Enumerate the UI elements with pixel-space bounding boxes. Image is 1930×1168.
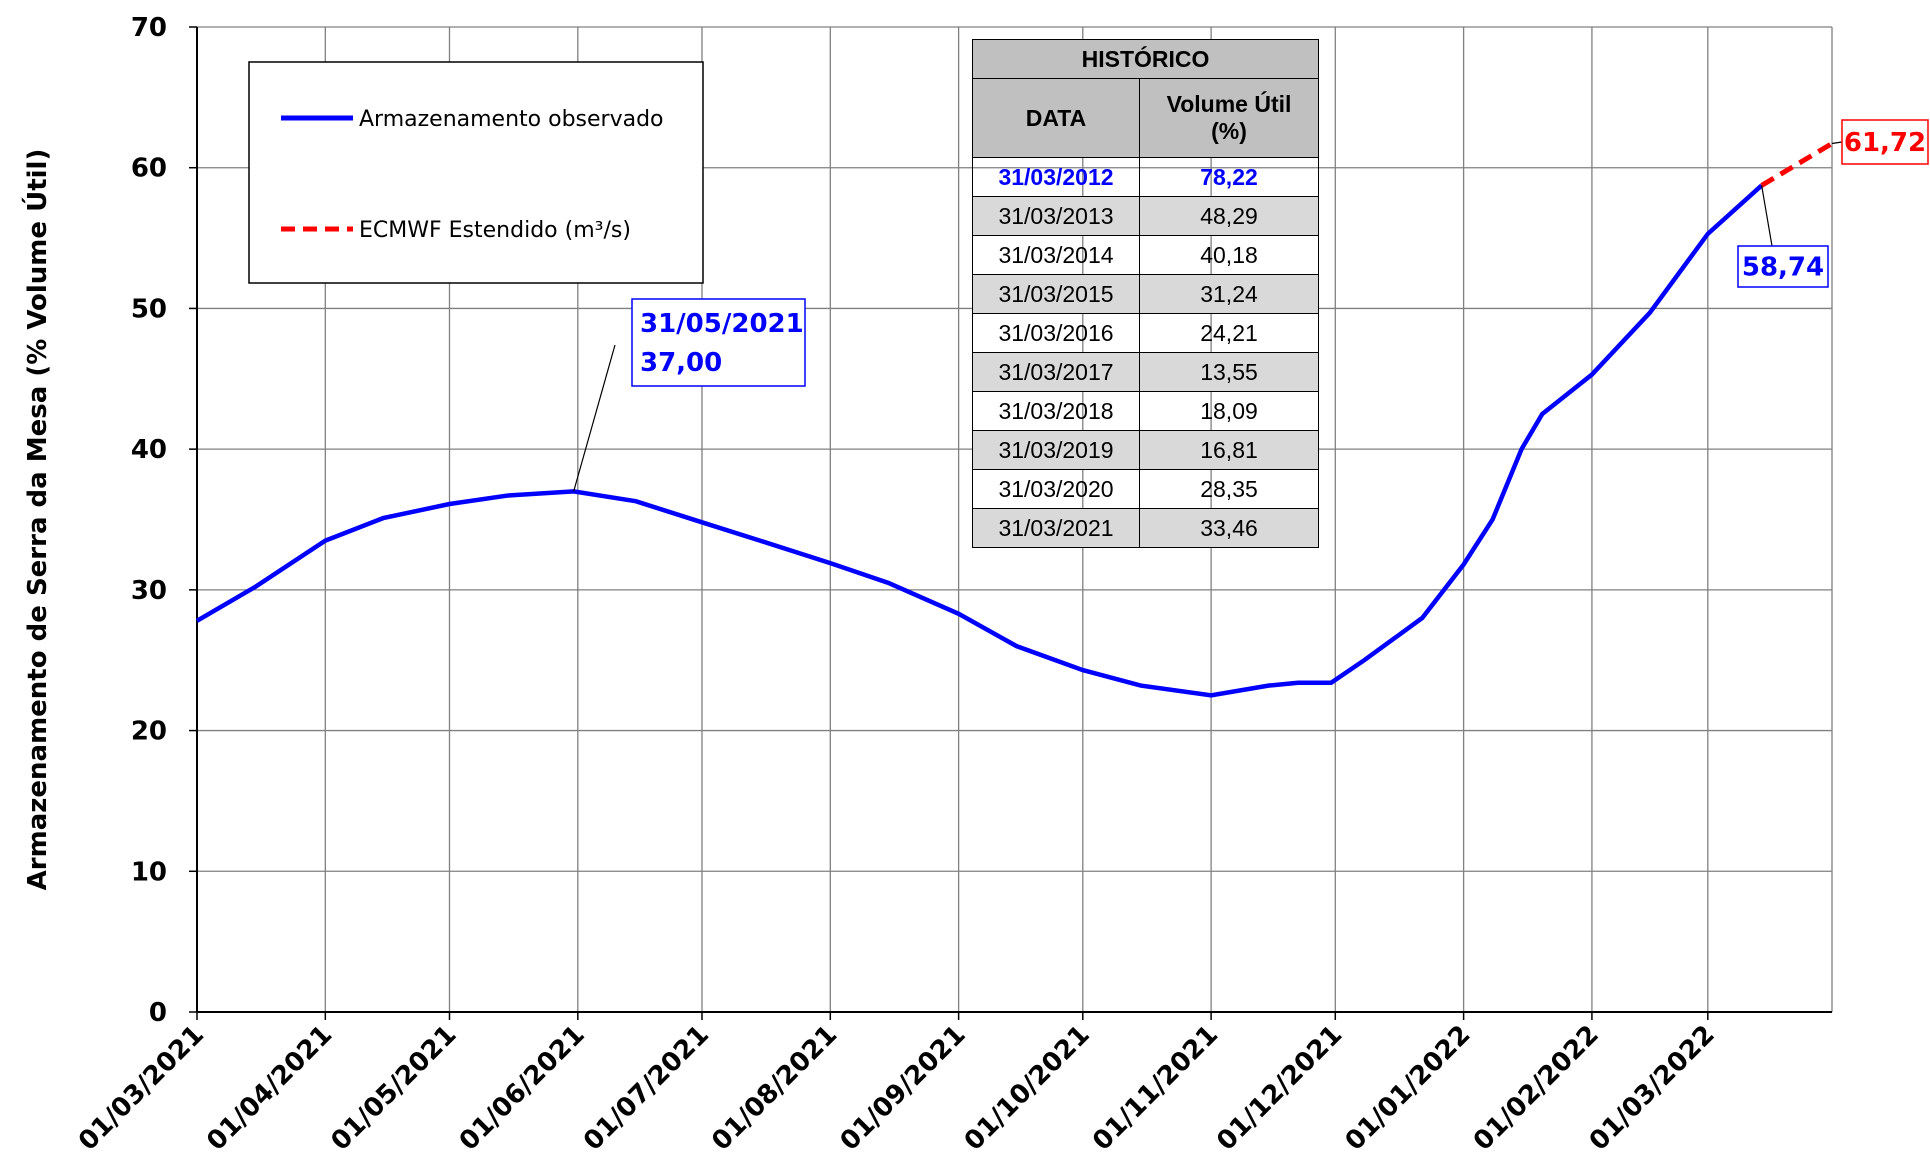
x-tick-label: 01/05/2021 — [325, 1020, 462, 1157]
leader-line — [1761, 185, 1773, 247]
table-cell: 13,55 — [1139, 352, 1319, 392]
y-tick-label: 20 — [131, 717, 167, 747]
x-tick-label: 01/10/2021 — [959, 1020, 1096, 1157]
table-row: 31/03/2017 13,55 — [972, 352, 1319, 392]
column-header: DATA — [972, 78, 1140, 158]
table-row: 31/03/2021 33,46 — [972, 508, 1319, 548]
x-tick-label: 01/08/2021 — [706, 1020, 843, 1157]
table-row: 31/03/2015 31,24 — [972, 274, 1319, 314]
x-tick-label: 01/11/2021 — [1087, 1020, 1224, 1157]
label-box — [631, 298, 806, 387]
leader-line — [1831, 141, 1843, 145]
table-row: 31/03/2014 40,18 — [972, 235, 1319, 275]
y-tick-label: 30 — [131, 576, 167, 606]
table-cell: 16,81 — [1139, 430, 1319, 470]
table-cell: 31/03/2014 — [972, 235, 1140, 275]
x-tick-label: 01/09/2021 — [835, 1020, 972, 1157]
value-label: 37,00 — [640, 348, 722, 378]
table-row: DATA Volume Útil (%) — [972, 78, 1319, 158]
legend-label: Armazenamento observado — [359, 107, 664, 132]
table-row: 31/03/2012 78,22 — [972, 157, 1319, 197]
y-tick-label: 0 — [149, 998, 167, 1028]
line-series — [1760, 141, 1834, 188]
y-axis-label: Armazenamento de Serra da Mesa (% Volume… — [21, 149, 53, 891]
table-row: 31/03/2019 16,81 — [972, 430, 1319, 470]
y-tick-label: 60 — [131, 154, 167, 184]
legend-box — [248, 61, 704, 284]
y-tick-label: 10 — [131, 857, 167, 887]
x-tick-label: 01/04/2021 — [201, 1020, 338, 1157]
table-row: 31/03/2013 48,29 — [972, 196, 1319, 236]
table-cell: 40,18 — [1139, 235, 1319, 275]
label-box — [1737, 245, 1829, 288]
table-cell: 31/03/2020 — [972, 469, 1140, 509]
table-cell: 31/03/2012 — [972, 157, 1140, 197]
x-tick-label: 01/03/2021 — [73, 1020, 210, 1157]
y-tick-label: 50 — [131, 294, 167, 324]
y-tick-label: 70 — [131, 13, 167, 43]
x-tick-label: 01/01/2022 — [1340, 1020, 1477, 1157]
history-table: HISTÓRICO DATA Volume Útil (%) 31/03/2012 78… — [972, 39, 1319, 548]
table-row: 31/03/2018 18,09 — [972, 391, 1319, 431]
table-cell: 31/03/2021 — [972, 508, 1140, 548]
table-title: HISTÓRICO — [972, 39, 1319, 79]
table-cell: 33,46 — [1139, 508, 1319, 548]
table-cell: 31/03/2019 — [972, 430, 1140, 470]
x-tick-label: 01/03/2022 — [1584, 1020, 1721, 1157]
table-cell: 31/03/2015 — [972, 274, 1140, 314]
line-series — [195, 183, 1764, 698]
x-tick-label: 01/12/2021 — [1211, 1020, 1348, 1157]
table-row: 31/03/2020 28,35 — [972, 469, 1319, 509]
leader-line — [573, 344, 616, 492]
table-row: HISTÓRICO — [972, 39, 1319, 79]
table-cell: 31,24 — [1139, 274, 1319, 314]
value-label: 58,74 — [1742, 253, 1824, 283]
table-cell: 31/03/2013 — [972, 196, 1140, 236]
label-box — [1841, 119, 1929, 165]
label-date: 31/05/2021 — [640, 309, 804, 339]
table-cell: 78,22 — [1139, 157, 1319, 197]
value-label: 61,72 — [1844, 128, 1926, 158]
x-tick-label: 01/07/2021 — [578, 1020, 715, 1157]
table-row: 31/03/2016 24,21 — [972, 313, 1319, 353]
x-tick-label: 01/06/2021 — [454, 1020, 591, 1157]
table-cell: 48,29 — [1139, 196, 1319, 236]
y-tick-label: 40 — [131, 435, 167, 465]
legend-label: ECMWF Estendido (m³/s) — [359, 218, 631, 243]
table-cell: 31/03/2017 — [972, 352, 1140, 392]
table-cell: 18,09 — [1139, 391, 1319, 431]
table-cell: 31/03/2016 — [972, 313, 1140, 353]
table-cell: 31/03/2018 — [972, 391, 1140, 431]
column-header: Volume Útil (%) — [1139, 78, 1319, 158]
table-cell: 24,21 — [1139, 313, 1319, 353]
table-cell: 28,35 — [1139, 469, 1319, 509]
